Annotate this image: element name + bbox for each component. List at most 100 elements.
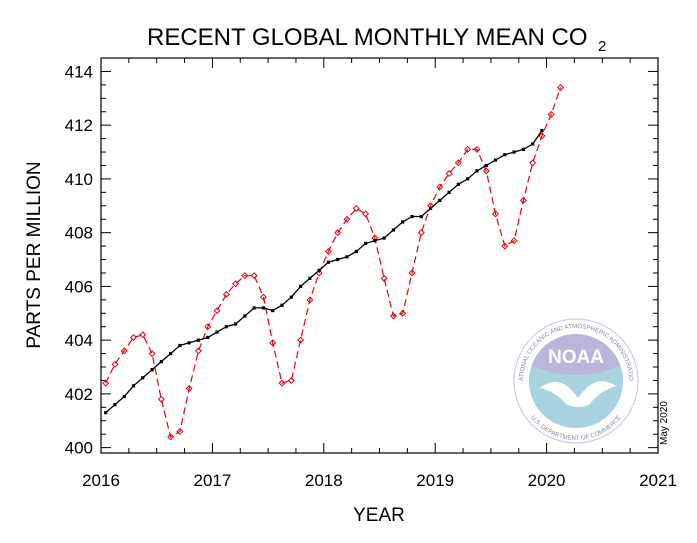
data-point <box>287 376 295 384</box>
data-point <box>436 183 444 191</box>
data-point <box>129 333 138 341</box>
data-point <box>510 237 518 245</box>
data-point <box>206 335 210 340</box>
y-tick-label: 402 <box>65 385 93 404</box>
data-point <box>419 214 423 219</box>
data-point <box>113 403 117 407</box>
data-point <box>269 339 277 347</box>
data-point <box>438 198 442 203</box>
data-point <box>104 411 108 415</box>
data-point <box>308 276 312 280</box>
data-point <box>447 190 451 194</box>
data-point <box>148 350 156 358</box>
data-point <box>187 341 191 345</box>
data-point <box>519 196 527 204</box>
x-tick-label: 2018 <box>305 471 343 490</box>
data-point <box>224 325 228 329</box>
y-tick-label: 406 <box>65 277 93 296</box>
data-point <box>122 394 126 399</box>
series-monthly-mean <box>102 84 565 441</box>
data-point <box>473 145 481 153</box>
data-point <box>417 229 425 237</box>
data-point <box>234 322 238 326</box>
x-tick-label: 2020 <box>528 471 566 490</box>
data-point <box>484 163 488 168</box>
data-point <box>159 360 163 364</box>
data-point <box>278 379 286 387</box>
y-tick-label: 412 <box>65 116 93 135</box>
data-point <box>456 182 460 186</box>
x-tick-label: 2021 <box>639 471 677 490</box>
data-point <box>250 272 258 280</box>
data-point <box>482 167 490 175</box>
series-trend <box>104 128 544 415</box>
data-point <box>492 210 500 218</box>
y-tick-label: 410 <box>65 170 93 189</box>
data-point <box>408 269 416 277</box>
date-note: May 2020 <box>659 401 670 445</box>
data-point <box>194 347 202 355</box>
data-point <box>241 272 249 280</box>
data-point <box>352 204 360 212</box>
data-point <box>380 274 388 282</box>
data-point <box>252 306 256 310</box>
data-point <box>243 314 247 318</box>
data-point <box>501 242 509 250</box>
chart-title: RECENT GLOBAL MONTHLY MEAN CO <box>147 24 588 51</box>
data-point <box>538 132 546 140</box>
y-axis-title: PARTS PER MILLION <box>24 161 45 348</box>
data-point <box>324 247 332 255</box>
data-point <box>389 312 397 320</box>
data-point <box>157 395 165 403</box>
data-point <box>261 306 266 310</box>
data-point <box>345 255 349 259</box>
data-point <box>401 220 405 224</box>
y-tick-label: 414 <box>65 62 93 81</box>
data-point <box>317 268 321 272</box>
data-point <box>493 158 498 162</box>
data-point <box>141 376 145 380</box>
data-point <box>334 229 342 237</box>
noaa-ring-text-top: NATIONAL OCEANIC AND ATMOSPHERIC ADMINIS… <box>0 0 634 381</box>
x-tick-label: 2017 <box>193 471 231 490</box>
noaa-logo: NOAA NATIONAL OCEANIC AND ATMOSPHERIC AD… <box>0 0 639 444</box>
y-tick-label: 408 <box>65 224 93 243</box>
y-tick-label: 400 <box>65 439 93 458</box>
data-point <box>399 309 407 317</box>
data-point <box>557 84 565 92</box>
data-point <box>391 228 396 232</box>
data-point <box>547 110 555 118</box>
data-point <box>428 206 433 211</box>
data-point <box>343 215 351 223</box>
data-point <box>176 427 184 436</box>
data-point <box>466 177 470 181</box>
data-point <box>196 338 201 342</box>
data-point <box>512 150 516 154</box>
data-point <box>540 128 544 133</box>
data-point <box>373 239 377 243</box>
data-point <box>326 260 331 264</box>
data-point <box>271 308 275 313</box>
data-point <box>139 331 147 339</box>
chart-title-subscript: 2 <box>598 38 606 55</box>
data-point <box>215 330 219 334</box>
series-line <box>105 87 562 438</box>
series-layer <box>102 84 565 441</box>
data-point <box>503 153 507 157</box>
data-point <box>185 385 193 393</box>
x-axis-title: YEAR <box>353 505 405 526</box>
y-tick-label: 404 <box>65 331 93 350</box>
data-point <box>306 296 314 304</box>
axis-ticks <box>100 58 659 453</box>
x-tick-label: 2019 <box>416 471 454 490</box>
series-line <box>105 130 543 414</box>
data-point <box>464 145 472 153</box>
data-point <box>167 433 175 441</box>
data-point <box>131 384 136 388</box>
data-point <box>297 336 305 344</box>
noaa-logo-center: NOAA <box>548 347 604 368</box>
y-tick-labels: 400 402 404 406 408 410 412 414 <box>65 62 93 457</box>
x-tick-labels: 2016 2017 2018 2019 2020 2021 <box>82 471 677 490</box>
data-point <box>298 284 303 289</box>
